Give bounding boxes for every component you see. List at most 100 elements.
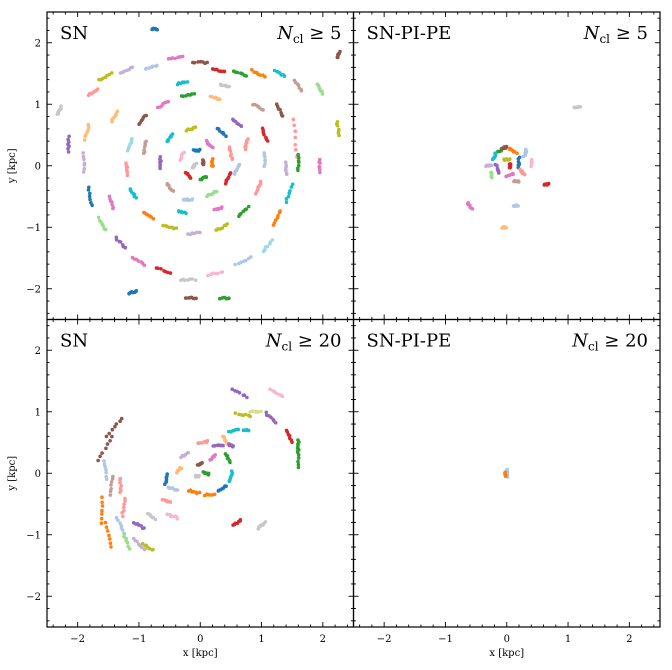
cluster-point (273, 218, 278, 222)
cluster-point (81, 151, 85, 155)
cluster-point (175, 488, 180, 492)
cluster-point (114, 235, 119, 240)
cluster-point (107, 431, 111, 436)
cluster-point (297, 160, 301, 164)
y-axis-label: y [kpc] (7, 148, 18, 184)
cluster-point (296, 465, 301, 470)
cluster-point (109, 545, 113, 549)
cluster-point (211, 164, 215, 168)
cluster-point (221, 132, 226, 136)
cluster-point (247, 256, 251, 261)
cluster-point (222, 69, 227, 74)
cluster-point (99, 516, 104, 521)
cluster-point (81, 170, 86, 174)
cluster-point (104, 470, 108, 475)
cluster-point (318, 170, 322, 175)
panel-sn-ncl5: −2 −1 0 1 2 y [kpc] SN Ncl ≥ 5 (7, 11, 355, 321)
cluster-point (86, 188, 91, 192)
cluster-point (222, 223, 227, 228)
cluster-point (522, 172, 527, 177)
cluster-point (122, 505, 126, 510)
cluster-point (253, 192, 258, 196)
cluster-point (173, 56, 177, 61)
cluster-point (128, 187, 133, 191)
cluster-point (99, 521, 104, 525)
cluster-point (484, 164, 488, 168)
cluster-point (251, 409, 255, 414)
cluster-point (182, 80, 187, 84)
cluster-point (164, 224, 168, 228)
cluster-point (212, 492, 217, 497)
cluster-point (228, 149, 233, 153)
cluster-point (192, 92, 197, 96)
cluster-point (131, 521, 136, 525)
y-axis-label: y [kpc] (7, 456, 18, 492)
cluster-point (250, 68, 254, 72)
cluster-point (155, 27, 159, 32)
cluster-point (214, 271, 218, 276)
cluster-point (118, 419, 122, 424)
cluster-point (150, 548, 154, 552)
cluster-point (144, 113, 149, 118)
x-tick-label: 0 (504, 634, 510, 645)
cluster-point (114, 515, 119, 520)
panel-frame (46, 11, 355, 321)
y-tick-label: 0 (35, 469, 41, 480)
cluster-point (170, 132, 175, 136)
cluster-point (205, 194, 209, 198)
cluster-point (186, 278, 190, 282)
cluster-point (284, 197, 289, 201)
cluster-point (263, 159, 268, 163)
y-tick-label: 1 (35, 407, 41, 418)
cluster-point (111, 474, 115, 479)
cluster-point (237, 261, 241, 266)
x-tick-label: 2 (626, 634, 632, 645)
cluster-point (289, 185, 294, 189)
cluster-point (59, 104, 63, 108)
cluster-point (95, 87, 100, 91)
y-tick-label: 1 (35, 100, 41, 111)
cluster-point (121, 514, 125, 519)
cluster-point (192, 60, 197, 65)
cluster-point (108, 197, 112, 201)
cluster-point (505, 467, 509, 472)
cluster-point (109, 483, 113, 487)
cluster-point (86, 122, 91, 127)
cluster-point (165, 182, 170, 186)
x-tick-label: −2 (70, 634, 85, 645)
cluster-point (293, 143, 298, 147)
cluster-point (108, 493, 113, 497)
cluster-point (214, 228, 218, 232)
cluster-point (213, 444, 217, 448)
cluster-point (284, 200, 289, 204)
cluster-point (104, 474, 108, 479)
cluster-point (117, 239, 122, 244)
cluster-point (81, 154, 86, 159)
cluster-point (248, 414, 252, 419)
cluster-point (205, 60, 209, 65)
cluster-point (223, 181, 228, 186)
cluster-point (146, 512, 150, 516)
ticks (47, 12, 354, 320)
cluster-point (186, 450, 190, 455)
cluster-point (130, 137, 134, 141)
y-tick-label: −2 (26, 284, 41, 295)
cluster-point (318, 167, 322, 172)
cluster-point (245, 395, 249, 400)
ticks (353, 319, 660, 627)
cluster-point (142, 148, 146, 152)
x-tick-label: 2 (320, 634, 326, 645)
cluster-point (508, 157, 512, 161)
cluster-point (268, 387, 272, 392)
cluster-point (168, 500, 173, 504)
cluster-point (228, 172, 232, 176)
cluster-point (239, 124, 244, 129)
y-tick-label: 0 (35, 161, 41, 172)
cluster-point (196, 475, 201, 479)
cluster-point (224, 484, 228, 489)
y-tick-label: −2 (26, 592, 41, 603)
x-tick-label: −2 (377, 634, 392, 645)
cluster-point (83, 133, 88, 137)
x-tick-label: −1 (132, 634, 147, 645)
cluster-point (287, 191, 292, 196)
